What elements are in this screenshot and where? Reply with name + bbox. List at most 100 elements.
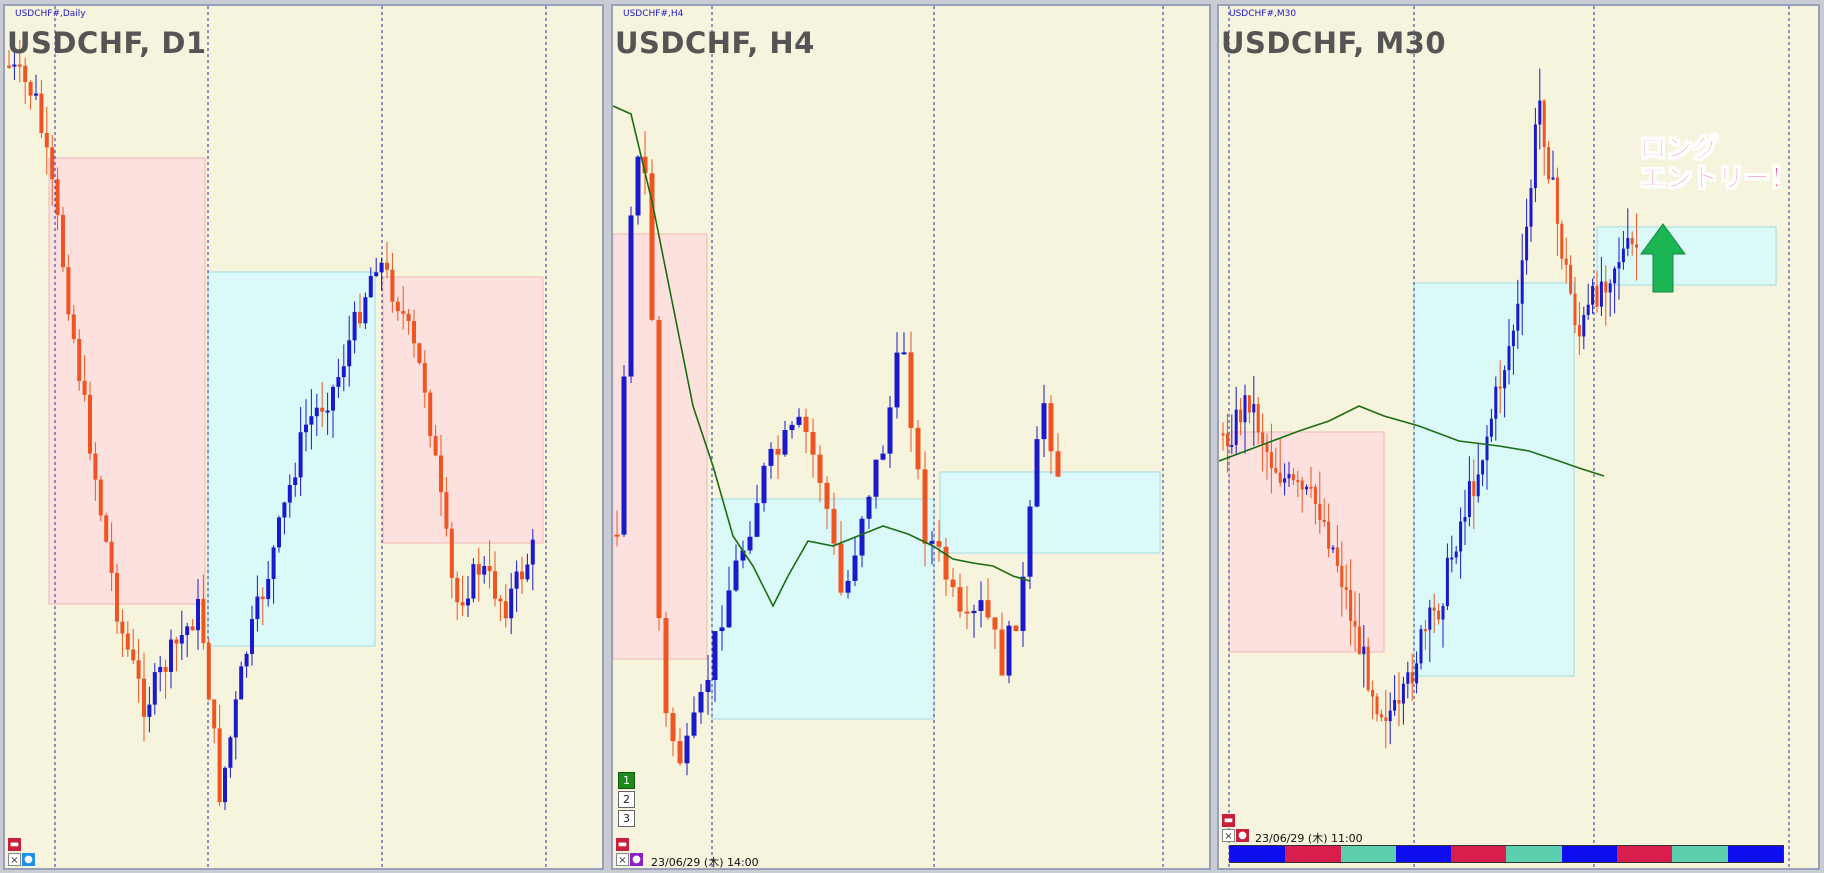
candle-body <box>417 343 422 363</box>
candle-body <box>1006 625 1012 676</box>
strength-segment <box>1727 846 1783 862</box>
candle-body <box>831 508 837 544</box>
candle-body <box>1547 147 1551 180</box>
candle-body <box>719 627 725 632</box>
candle-body <box>1309 486 1313 489</box>
candle-body <box>1313 486 1317 504</box>
candle-body <box>866 496 872 519</box>
chart-symbol-label: USDCHF#,M30 <box>1229 9 1297 19</box>
close-icon[interactable]: × <box>616 853 629 866</box>
tab-1[interactable]: 1 <box>618 772 635 789</box>
candle-body <box>1503 370 1507 389</box>
settings-icon[interactable]: ● <box>630 853 643 866</box>
candle-body <box>915 427 921 470</box>
settings-icon[interactable]: ● <box>1236 829 1249 842</box>
candle-body <box>1388 710 1392 722</box>
chart-symbol-label: USDCHF#,H4 <box>623 9 684 19</box>
candle-body <box>1027 506 1033 577</box>
candle-body <box>824 482 830 509</box>
candle-body <box>1256 404 1260 433</box>
candle-body <box>282 502 287 518</box>
annotation-line-2: エントリー！ <box>1639 164 1797 195</box>
candle-body <box>498 598 503 602</box>
candle-body <box>880 453 886 460</box>
candle-body <box>691 712 697 736</box>
candle-body <box>277 517 281 548</box>
candle-body <box>1305 486 1309 490</box>
candle-body <box>444 492 449 529</box>
chart-panel-m30[interactable]: USDCHF#,M30 USDCHF, M30 ▬ × ● 23/06/29 (… <box>1217 4 1820 870</box>
candle-body <box>1485 436 1489 461</box>
candle-body <box>1261 432 1265 444</box>
candle-body <box>390 269 395 302</box>
candle-body <box>796 416 802 425</box>
candle-body <box>368 276 373 298</box>
candle-body <box>120 621 125 634</box>
long-entry-annotation: ロング エントリー！ <box>1639 134 1797 195</box>
candle-body <box>1472 481 1476 497</box>
candle-body <box>663 618 669 714</box>
candle-body <box>705 679 711 693</box>
candle-body <box>768 448 774 466</box>
candle-body <box>1525 226 1529 261</box>
candle-body <box>992 617 998 630</box>
candle-body <box>439 455 443 493</box>
candle-body <box>803 416 809 433</box>
candle-body <box>1608 283 1612 293</box>
candle-body <box>782 430 788 455</box>
candle-body <box>1327 521 1331 549</box>
chart-title: USDCHF, M30 <box>1221 26 1447 60</box>
candle-body <box>233 699 238 738</box>
candle-body <box>201 598 206 644</box>
candle-body <box>309 416 314 425</box>
close-icon[interactable]: × <box>1222 829 1235 842</box>
strength-segment <box>1561 846 1618 862</box>
strength-segment <box>1285 846 1341 862</box>
candle-body <box>1635 244 1639 248</box>
close-icon[interactable]: × <box>8 853 21 866</box>
candle-body <box>1432 607 1436 611</box>
candle-body <box>228 737 233 768</box>
candle-body <box>482 566 487 575</box>
candle-body <box>82 381 87 395</box>
candle-body <box>1437 610 1441 620</box>
candle-body <box>1371 690 1375 697</box>
chart-panel-d1[interactable]: USDCHF#,Daily USDCHF, D1 ▬ × ● <box>3 4 604 870</box>
candle-body <box>428 392 433 437</box>
strength-segment <box>1672 846 1728 862</box>
candle-body <box>887 407 893 454</box>
candle-body <box>55 179 60 215</box>
candle-body <box>223 767 227 803</box>
candle-body <box>1296 480 1300 483</box>
minimize-icon[interactable]: ▬ <box>1222 814 1235 827</box>
candle-body <box>1055 451 1061 477</box>
candle-body <box>1551 177 1555 180</box>
candle-body <box>1516 303 1520 331</box>
candle-body <box>12 64 17 67</box>
tab-3[interactable]: 3 <box>618 810 635 827</box>
candle-body <box>287 484 292 503</box>
candle-body <box>922 469 928 544</box>
candle-body <box>1630 238 1634 245</box>
minimize-icon[interactable]: ▬ <box>8 838 21 851</box>
strength-segment <box>1230 846 1286 862</box>
candle-body <box>255 596 260 620</box>
candle-body <box>901 352 907 355</box>
candle-body <box>449 528 454 578</box>
candle-body <box>810 432 816 455</box>
chart-panel-h4[interactable]: USDCHF#,H4 USDCHF, H4 1 2 3 ▬ × ● 23/06/… <box>611 4 1211 870</box>
settings-icon[interactable]: ● <box>22 853 35 866</box>
minimize-icon[interactable]: ▬ <box>616 838 629 851</box>
candle-body <box>1529 188 1533 227</box>
candle-body <box>670 713 676 742</box>
candle-body <box>628 215 634 377</box>
tab-2[interactable]: 2 <box>618 791 635 808</box>
candle-body <box>1428 607 1432 630</box>
candle-body <box>852 555 858 581</box>
candle-body <box>320 407 325 412</box>
candle-body <box>520 571 524 580</box>
candle-body <box>433 436 438 456</box>
candle-body <box>1362 646 1366 655</box>
candle-body <box>406 313 411 322</box>
candle-body <box>503 601 508 619</box>
